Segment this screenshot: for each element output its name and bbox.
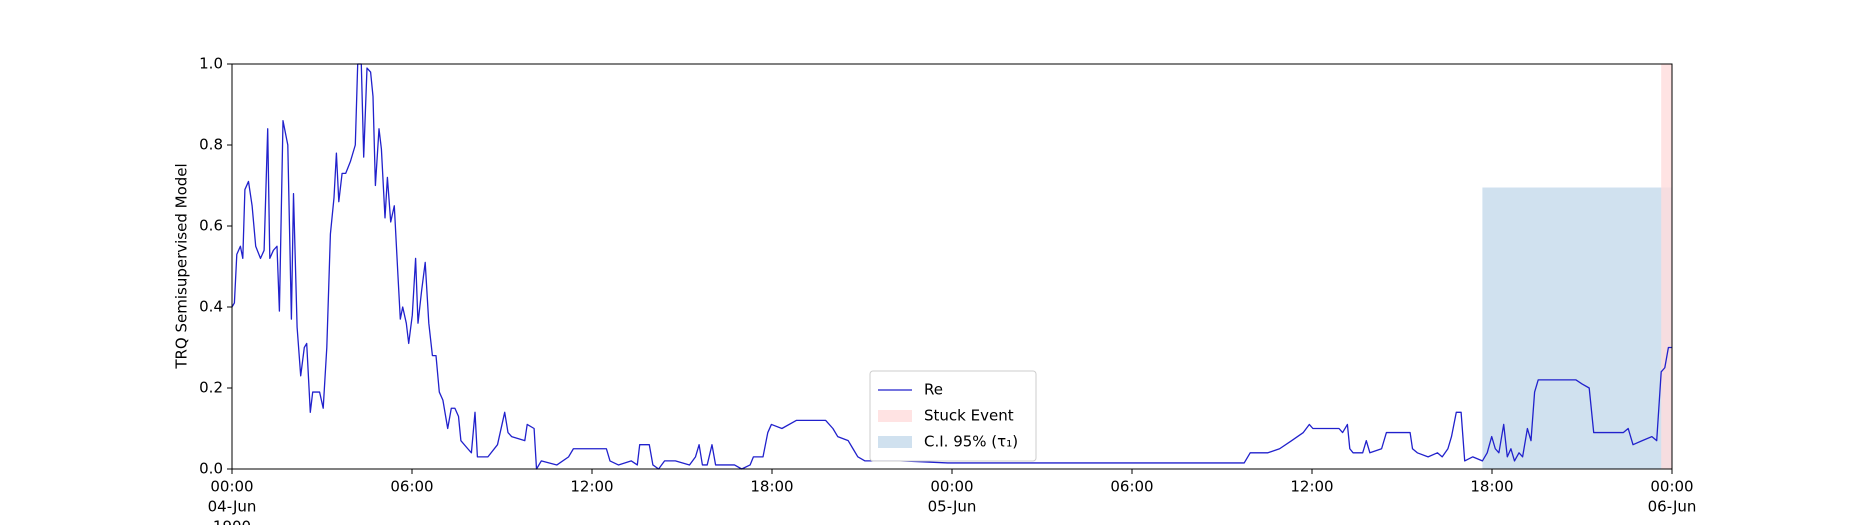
data-line xyxy=(231,63,1672,470)
x-tick-label: 06-Jun xyxy=(1648,498,1697,516)
x-tick-label: 1900 xyxy=(213,518,251,526)
x-tick-label: 12:00 xyxy=(570,478,613,496)
legend-patch xyxy=(878,410,912,422)
x-tick-label: 06:00 xyxy=(390,478,433,496)
y-tick-label: 0.8 xyxy=(199,136,223,154)
legend-label: Re xyxy=(924,381,943,399)
x-tick-label: 18:00 xyxy=(750,478,793,496)
y-tick-label: 0.2 xyxy=(199,379,223,397)
x-tick-label: 06:00 xyxy=(1110,478,1153,496)
x-tick-label: 00:00 xyxy=(930,478,973,496)
y-axis-label: TRQ Semisupervised Model xyxy=(173,163,191,369)
x-tick-label: 00:00 xyxy=(1650,478,1693,496)
x-tick-label: 05-Jun xyxy=(928,498,977,516)
legend-label: Stuck Event xyxy=(924,407,1014,425)
x-tick-label: 18:00 xyxy=(1470,478,1513,496)
legend-patch xyxy=(878,436,912,448)
y-tick-label: 0.0 xyxy=(199,460,223,478)
legend-label: C.I. 95% (τ₁) xyxy=(924,433,1018,451)
x-tick-label: 04-Jun xyxy=(208,498,257,516)
x-tick-label: 12:00 xyxy=(1290,478,1333,496)
y-tick-label: 0.6 xyxy=(199,217,223,235)
shaded-region xyxy=(1661,64,1672,469)
y-tick-label: 0.4 xyxy=(199,298,223,316)
shaded-region xyxy=(1482,187,1672,469)
y-tick-label: 1.0 xyxy=(199,55,223,73)
x-tick-label: 00:00 xyxy=(210,478,253,496)
